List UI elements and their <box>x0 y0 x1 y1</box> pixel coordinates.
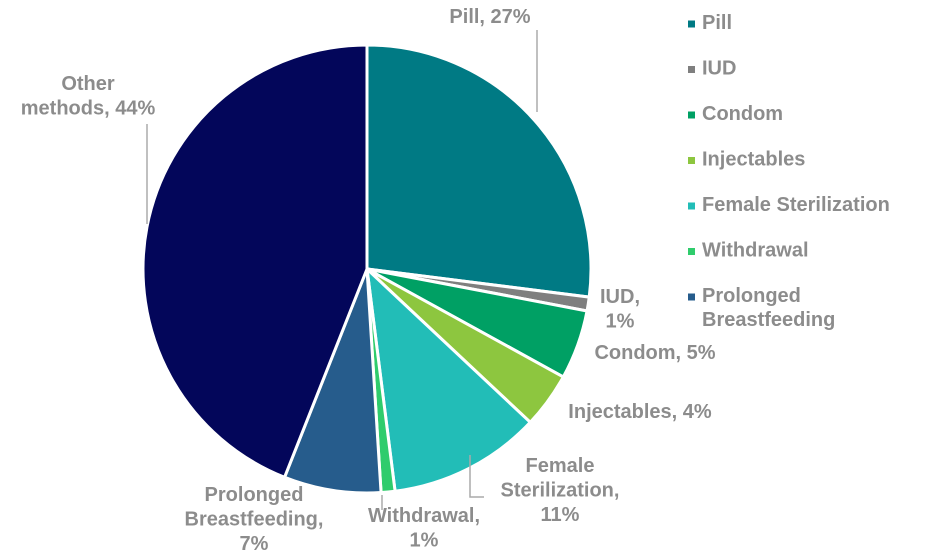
legend-label: Withdrawal <box>702 240 809 262</box>
data-label: Prolonged Breastfeeding, 7% <box>185 484 324 555</box>
legend-swatch <box>688 202 695 210</box>
legend-swatch <box>688 157 695 164</box>
legend-label: Injectables <box>702 149 805 171</box>
leader-line <box>469 455 484 498</box>
legend-swatch <box>688 293 695 301</box>
data-label: Condom, 5% <box>594 342 715 364</box>
legend-swatch <box>688 66 695 73</box>
pie-slice <box>141 43 369 480</box>
legend-label: Prolonged Breastfeeding <box>702 285 835 331</box>
data-label: Withdrawal, 1% <box>368 505 480 552</box>
data-label: Other methods, 44% <box>21 73 156 120</box>
legend-label: Condom <box>702 103 783 125</box>
data-label: Female Sterilization, 11% <box>501 455 620 526</box>
data-label: IUD, 1% <box>600 286 640 333</box>
pie-slice <box>364 265 533 493</box>
legend-swatch <box>688 248 695 255</box>
pie-slice <box>365 43 593 299</box>
legend-label: Female Sterilization <box>702 194 890 216</box>
legend-label: Pill <box>702 12 732 34</box>
legend-swatch <box>688 20 695 28</box>
legend-label: IUD <box>702 58 736 80</box>
legend-swatch <box>688 111 695 119</box>
data-label: Injectables, 4% <box>568 401 712 423</box>
data-label: Pill, 27% <box>449 6 530 28</box>
